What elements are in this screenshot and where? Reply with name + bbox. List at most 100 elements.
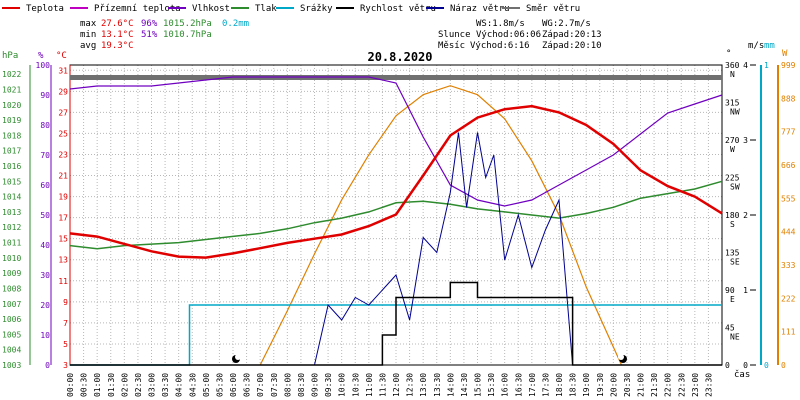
tick-label-wind: 2 — [743, 211, 748, 220]
tick-label-time: 05:30 — [215, 373, 224, 397]
tick-label-hpa: 1011 — [2, 239, 21, 248]
sunset-moon-icon — [618, 354, 627, 363]
tick-label-time: 01:30 — [107, 373, 116, 397]
tick-label-time: 13:30 — [433, 373, 442, 397]
legend-label-teplota: Teplota — [26, 4, 64, 14]
tick-label-time: 17:30 — [541, 373, 550, 397]
moon-label: Měsíc — [438, 41, 465, 51]
stat-min-hum: 51% — [141, 30, 158, 40]
tick-label-pct: 60 — [40, 181, 50, 190]
tick-label-time: 06:30 — [243, 373, 252, 397]
axes: 1022102110201019101810171016101510141013… — [2, 61, 796, 397]
tick-label-time: 08:30 — [297, 373, 306, 397]
tick-label-solar: 111 — [781, 328, 796, 337]
axis-solar-unit: W — [782, 49, 788, 59]
tick-label-time: 00:30 — [80, 373, 89, 397]
tick-label-temp: 5 — [63, 340, 68, 349]
tick-label-pct: 80 — [40, 121, 50, 130]
tick-label-solar: 0 — [781, 361, 786, 370]
legend-item: Směr větru — [502, 4, 580, 14]
tick-label-time: 16:00 — [501, 373, 510, 397]
tick-label-pct: 100 — [36, 61, 51, 70]
tick-label-time: 19:30 — [596, 373, 605, 397]
tick-label-time: 17:00 — [528, 373, 537, 397]
stat-max-rain: 0.2mm — [222, 19, 249, 29]
series-line-solar — [259, 85, 623, 366]
tick-label-temp: 15 — [58, 235, 68, 244]
legend-item: Rychlost větru — [336, 4, 436, 14]
tick-label-time: 05:00 — [202, 373, 211, 397]
tick-label-dir: 45 — [725, 324, 735, 333]
tick-label-time: 02:00 — [120, 373, 129, 397]
tick-label-pct: 0 — [45, 361, 50, 370]
tick-label-time: 03:30 — [161, 373, 170, 397]
tick-label-solar: 444 — [781, 228, 796, 237]
tick-label-hpa: 1009 — [2, 269, 21, 278]
tick-label-solar: 777 — [781, 128, 796, 137]
legend: Teplota Přízemní teplota Vlhkost Tlak Sr… — [2, 4, 580, 14]
stat-min-label: min — [80, 30, 96, 40]
tick-label-temp: 31 — [58, 66, 68, 75]
series-line-naraz-vetru — [70, 132, 722, 366]
tick-label-pct: 10 — [40, 331, 50, 340]
sun-label: Slunce — [438, 30, 471, 40]
tick-label-solar: 999 — [781, 61, 796, 70]
tick-label-time: 00:00 — [66, 373, 75, 397]
tick-label-solar: 222 — [781, 294, 796, 303]
stat-avg-temp: 19.3°C — [101, 41, 134, 51]
tick-label-time: 09:30 — [324, 373, 333, 397]
tick-label-temp: 3 — [63, 361, 68, 370]
tick-label-rain: 0 — [764, 361, 769, 370]
tick-label-hpa: 1016 — [2, 162, 21, 171]
tick-label-rain: 1 — [764, 61, 769, 70]
tick-label-time: 15:00 — [474, 373, 483, 397]
tick-label-temp: 13 — [58, 256, 68, 265]
tick-label-dir: 315 — [725, 99, 740, 108]
tick-label-time: 21:00 — [637, 373, 646, 397]
tick-label-time: 12:30 — [406, 373, 415, 397]
tick-label-hpa: 1018 — [2, 131, 21, 140]
tick-label-dir-name: E — [730, 295, 735, 304]
tick-label-time: 19:00 — [582, 373, 591, 397]
stat-max-label: max — [80, 19, 97, 29]
series-line-teplota — [69, 104, 723, 259]
legend-label-rychlost-vetru: Rychlost větru — [360, 4, 436, 14]
tick-label-dir-name: S — [730, 220, 735, 229]
tick-label-hpa: 1004 — [2, 346, 21, 355]
tick-label-temp: 9 — [63, 298, 68, 307]
tick-label-pct: 70 — [40, 151, 50, 160]
tick-label-time: 14:00 — [446, 373, 455, 397]
chart-title: 20.8.2020 — [367, 50, 432, 64]
tick-label-hpa: 1006 — [2, 315, 21, 324]
tick-label-hpa: 1010 — [2, 254, 21, 263]
x-axis-label: čas — [734, 369, 750, 380]
tick-label-time: 01:00 — [93, 373, 102, 397]
tick-label-pct: 20 — [40, 301, 50, 310]
stat-max-hum: 96% — [141, 19, 158, 29]
axis-rain-unit: mm — [764, 41, 775, 51]
tick-label-time: 04:00 — [175, 373, 184, 397]
stat-wind-gust: WG:2.7m/s — [542, 19, 591, 29]
grid — [69, 65, 722, 366]
series-line-rychlost-vetru — [70, 281, 722, 366]
tick-label-hpa: 1014 — [2, 193, 21, 202]
tick-label-time: 14:30 — [460, 373, 469, 397]
legend-item: Přízemní teplota — [70, 4, 181, 14]
tick-label-time: 02:30 — [134, 373, 143, 397]
axis-dir-unit: ° — [726, 49, 731, 59]
tick-label-pct: 40 — [40, 241, 50, 250]
tick-label-hpa: 1005 — [2, 330, 21, 339]
tick-label-dir-name: SW — [730, 183, 740, 192]
tick-label-time: 10:00 — [338, 373, 347, 397]
tick-label-temp: 7 — [63, 319, 68, 328]
stat-min-temp: 13.1°C — [101, 30, 134, 40]
tick-label-dir-name: NW — [730, 108, 740, 117]
tick-label-time: 20:30 — [623, 373, 632, 397]
stat-max-temp: 27.6°C — [101, 19, 134, 29]
legend-label-prizemni-teplota: Přízemní teplota — [94, 4, 181, 14]
tick-label-temp: 21 — [58, 172, 68, 181]
sunrise-moon-icon — [232, 354, 241, 363]
tick-label-time: 11:30 — [378, 373, 387, 397]
tick-label-wind: 4 — [743, 61, 748, 70]
tick-label-hpa: 1008 — [2, 284, 21, 293]
